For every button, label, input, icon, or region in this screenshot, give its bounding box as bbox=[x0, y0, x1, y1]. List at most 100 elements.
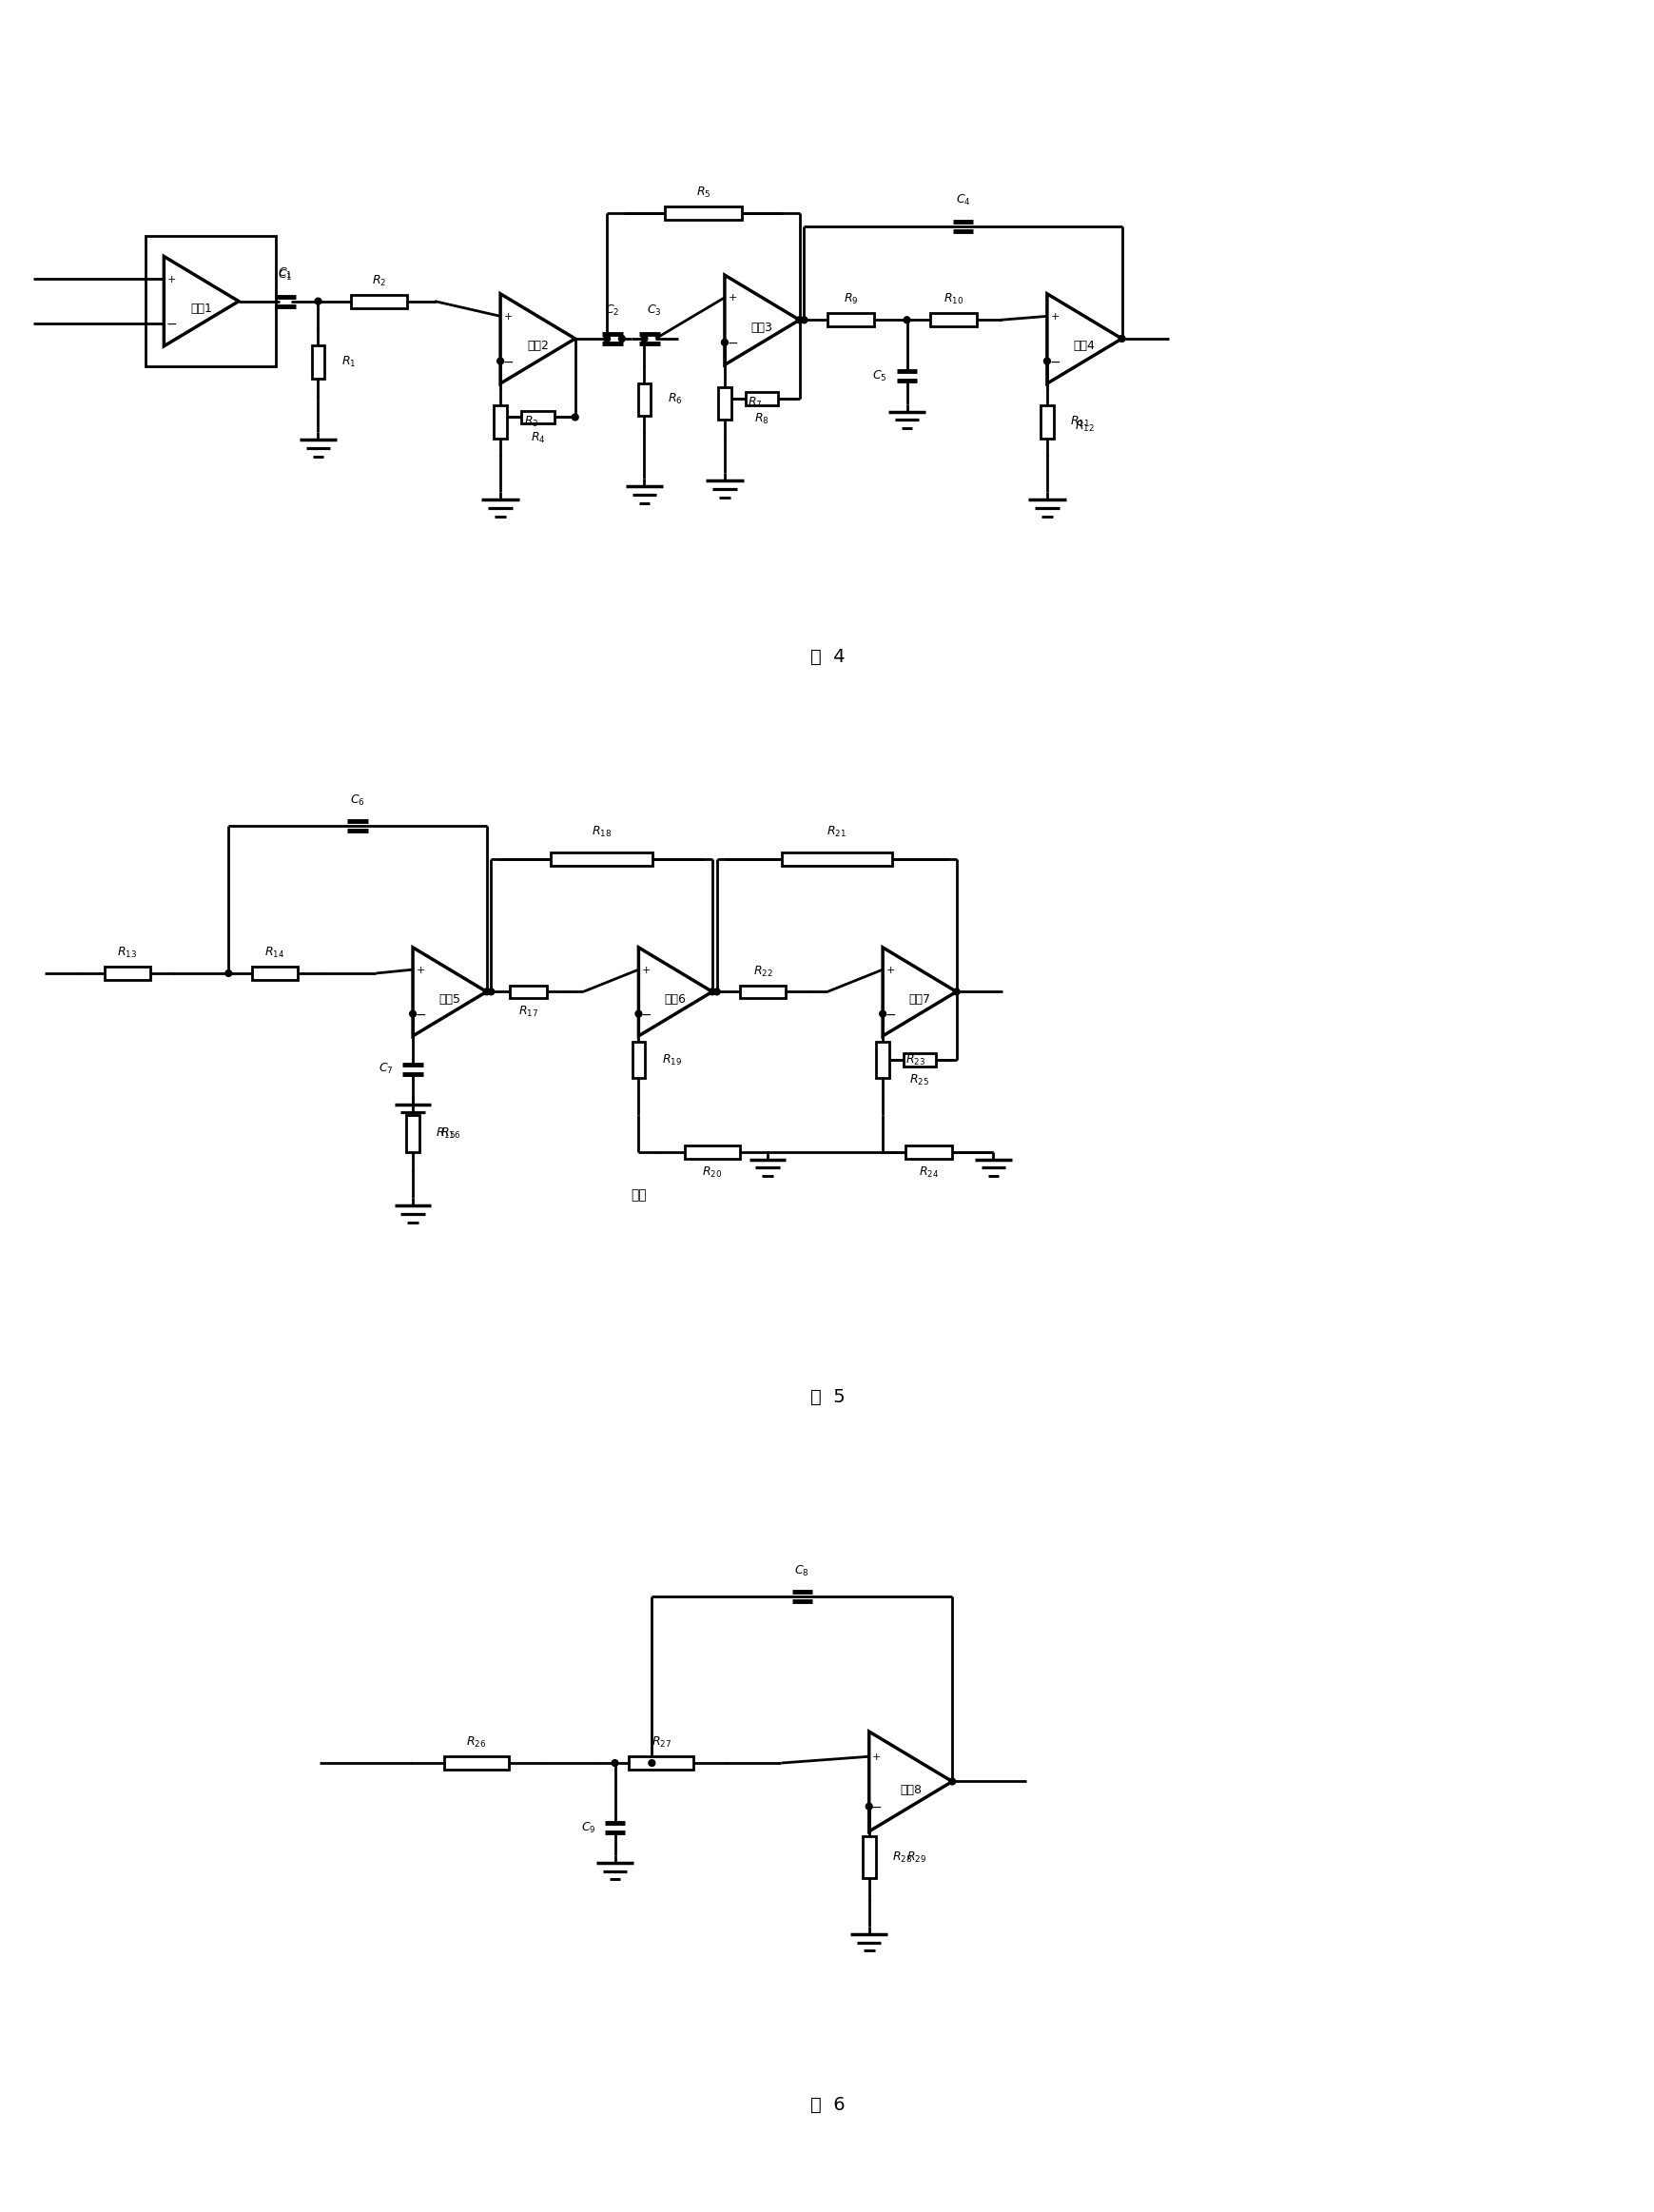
Text: 运放6: 运放6 bbox=[665, 993, 686, 1004]
Text: $C_8$: $C_8$ bbox=[794, 1564, 809, 1577]
Text: $+$: $+$ bbox=[415, 964, 425, 975]
Text: $C_5$: $C_5$ bbox=[872, 369, 887, 383]
Bar bbox=[862, 1836, 875, 1878]
Text: $-$: $-$ bbox=[726, 336, 738, 349]
Text: $R_{24}$: $R_{24}$ bbox=[918, 1166, 938, 1179]
Bar bbox=[718, 387, 731, 420]
Bar bbox=[827, 314, 873, 327]
Circle shape bbox=[572, 414, 579, 420]
Circle shape bbox=[604, 336, 610, 343]
Text: $+$: $+$ bbox=[885, 964, 895, 975]
Bar bbox=[443, 1756, 508, 1770]
Bar bbox=[739, 984, 786, 998]
Circle shape bbox=[948, 1778, 954, 1785]
Circle shape bbox=[865, 1803, 872, 1809]
Circle shape bbox=[635, 1011, 642, 1018]
Circle shape bbox=[619, 336, 625, 343]
Text: $-$: $-$ bbox=[640, 1006, 652, 1020]
Circle shape bbox=[496, 358, 503, 365]
Circle shape bbox=[878, 1011, 885, 1018]
Bar bbox=[746, 392, 777, 405]
Text: 运放4: 运放4 bbox=[1073, 341, 1095, 352]
Text: 运放8: 运放8 bbox=[900, 1783, 921, 1796]
Text: $R_{29}$: $R_{29}$ bbox=[905, 1849, 926, 1865]
Text: $R_{28}$: $R_{28}$ bbox=[892, 1849, 911, 1865]
Bar bbox=[685, 1146, 739, 1159]
Text: 图  4: 图 4 bbox=[809, 648, 845, 666]
Bar bbox=[781, 852, 892, 865]
Circle shape bbox=[640, 336, 647, 343]
Circle shape bbox=[1118, 336, 1125, 343]
Circle shape bbox=[903, 316, 910, 323]
Bar bbox=[509, 984, 546, 998]
Bar bbox=[903, 1053, 935, 1066]
Text: $-$: $-$ bbox=[883, 1006, 895, 1020]
Text: $+$: $+$ bbox=[503, 312, 513, 321]
Text: $R_{12}$: $R_{12}$ bbox=[1075, 420, 1095, 434]
Text: $R_8$: $R_8$ bbox=[754, 411, 769, 427]
Circle shape bbox=[225, 971, 232, 975]
Circle shape bbox=[612, 1761, 619, 1765]
Circle shape bbox=[1044, 358, 1050, 365]
Text: $R_3$: $R_3$ bbox=[523, 414, 538, 429]
Text: $C_1$: $C_1$ bbox=[278, 268, 293, 283]
Text: $C_9$: $C_9$ bbox=[581, 1820, 595, 1836]
Text: $+$: $+$ bbox=[167, 274, 175, 283]
Bar bbox=[632, 1042, 645, 1079]
Bar bbox=[905, 1146, 951, 1159]
Circle shape bbox=[713, 989, 719, 995]
Circle shape bbox=[801, 316, 807, 323]
Text: $R_2$: $R_2$ bbox=[372, 274, 385, 288]
Text: $R_{10}$: $R_{10}$ bbox=[943, 292, 963, 307]
Text: $R_{21}$: $R_{21}$ bbox=[827, 825, 847, 838]
Text: $R_{25}$: $R_{25}$ bbox=[910, 1073, 930, 1088]
Circle shape bbox=[314, 299, 321, 305]
Text: $R_{13}$: $R_{13}$ bbox=[117, 947, 137, 960]
Text: $R_6$: $R_6$ bbox=[667, 392, 681, 407]
Bar bbox=[930, 314, 976, 327]
Circle shape bbox=[648, 1761, 655, 1765]
Text: $-$: $-$ bbox=[165, 316, 177, 330]
Bar bbox=[311, 345, 324, 378]
Text: $C_2$: $C_2$ bbox=[605, 303, 620, 319]
Text: $C_3$: $C_3$ bbox=[647, 303, 662, 319]
Text: 运放5: 运放5 bbox=[438, 993, 460, 1004]
Text: $R_{19}$: $R_{19}$ bbox=[662, 1053, 681, 1066]
Bar bbox=[877, 1042, 888, 1079]
Circle shape bbox=[410, 1011, 415, 1018]
Text: $R_4$: $R_4$ bbox=[529, 431, 544, 445]
Bar bbox=[351, 294, 407, 307]
Text: $R_{23}$: $R_{23}$ bbox=[905, 1053, 925, 1066]
Text: $R_{26}$: $R_{26}$ bbox=[466, 1736, 486, 1750]
Text: $-$: $-$ bbox=[414, 1006, 425, 1020]
Bar bbox=[637, 383, 650, 416]
Text: $R_1$: $R_1$ bbox=[341, 354, 356, 369]
Text: $-$: $-$ bbox=[501, 354, 513, 367]
Circle shape bbox=[708, 989, 715, 995]
Text: $R_{18}$: $R_{18}$ bbox=[590, 825, 612, 838]
Text: $+$: $+$ bbox=[1049, 312, 1059, 321]
Bar bbox=[1040, 405, 1054, 438]
Bar bbox=[551, 852, 652, 865]
Text: 图  6: 图 6 bbox=[809, 2097, 845, 2115]
Text: 运放7: 运放7 bbox=[908, 993, 930, 1004]
Text: $R_{14}$: $R_{14}$ bbox=[265, 947, 284, 960]
Text: $R_{20}$: $R_{20}$ bbox=[701, 1166, 723, 1179]
Text: $+$: $+$ bbox=[640, 964, 650, 975]
Bar bbox=[251, 967, 298, 980]
Circle shape bbox=[721, 338, 728, 345]
Text: $-$: $-$ bbox=[870, 1801, 882, 1814]
Text: $R_{15}$: $R_{15}$ bbox=[435, 1126, 455, 1141]
Text: $C_4$: $C_4$ bbox=[954, 192, 969, 208]
Text: $C_6$: $C_6$ bbox=[351, 794, 366, 807]
Text: $R_5$: $R_5$ bbox=[695, 186, 710, 199]
Text: $C_1$: $C_1$ bbox=[278, 265, 293, 281]
Text: $R_{27}$: $R_{27}$ bbox=[650, 1736, 672, 1750]
Circle shape bbox=[796, 316, 802, 323]
Text: $R_{16}$: $R_{16}$ bbox=[440, 1126, 460, 1141]
Text: 运放1: 运放1 bbox=[190, 303, 212, 314]
Text: 运放3: 运放3 bbox=[751, 321, 772, 334]
Circle shape bbox=[483, 989, 490, 995]
Text: $R_{11}$: $R_{11}$ bbox=[1070, 414, 1090, 429]
Text: 运放2: 运放2 bbox=[526, 341, 549, 352]
